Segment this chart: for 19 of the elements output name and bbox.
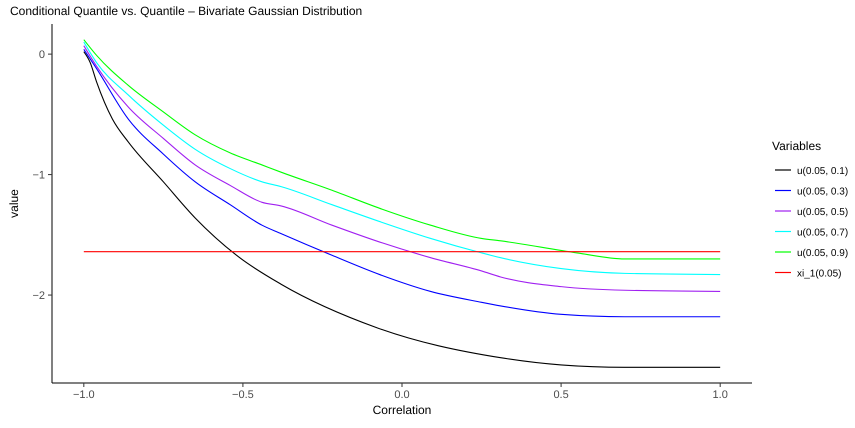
legend-title: Variables bbox=[772, 139, 822, 153]
x-tick-label: 1.0 bbox=[712, 389, 728, 401]
legend-label: u(0.05, 0.5) bbox=[797, 207, 848, 218]
x-axis-title: Correlation bbox=[372, 403, 432, 417]
y-axis-title: value bbox=[7, 188, 21, 218]
y-tick-label: −2 bbox=[32, 290, 45, 302]
x-tick-label: 0.0 bbox=[394, 389, 410, 401]
x-tick-label: −1.0 bbox=[72, 389, 95, 401]
legend-label: u(0.05, 0.7) bbox=[797, 228, 848, 238]
legend-label: u(0.05, 0.9) bbox=[797, 248, 848, 259]
y-tick-label: 0 bbox=[38, 49, 45, 62]
x-tick-label: 0.5 bbox=[553, 389, 569, 401]
legend-label: xi_1(0.05) bbox=[797, 268, 842, 280]
x-tick-label: −0.5 bbox=[232, 389, 254, 401]
legend-label: u(0.05, 0.1) bbox=[797, 166, 848, 177]
chart-title: Conditional Quantile vs. Quantile – Bivariate Gaussian Distribution bbox=[10, 4, 362, 18]
y-tick-label: −1 bbox=[32, 170, 45, 182]
legend-label: u(0.05, 0.3) bbox=[797, 186, 848, 198]
line-series bbox=[83, 51, 721, 368]
